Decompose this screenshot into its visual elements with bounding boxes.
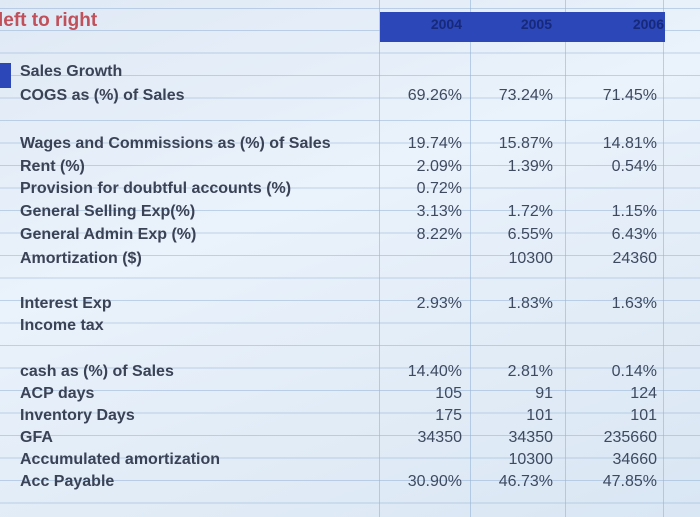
cell-2004[interactable]: 14.40% xyxy=(407,363,462,380)
row-label[interactable]: Acc Payable xyxy=(20,473,115,490)
cell-2004[interactable]: 0.72% xyxy=(416,180,462,197)
cell-2005[interactable]: 1.72% xyxy=(507,203,553,220)
row-label[interactable]: Wages and Commissions as (%) of Sales xyxy=(20,135,331,152)
cell-2004[interactable]: 2.93% xyxy=(416,295,462,312)
cell-2005[interactable]: 15.87% xyxy=(498,135,553,152)
cell-2004[interactable]: 8.22% xyxy=(416,226,462,243)
cell-2004[interactable]: 175 xyxy=(435,407,462,424)
cell-2005[interactable]: 2.81% xyxy=(507,363,553,380)
cell-2006[interactable]: 34660 xyxy=(612,451,658,468)
row-label[interactable]: General Admin Exp (%) xyxy=(20,226,197,243)
row-label[interactable]: Income tax xyxy=(20,317,104,334)
cell-2005[interactable]: 91 xyxy=(535,385,553,402)
row-label[interactable]: Inventory Days xyxy=(20,407,135,424)
row-label[interactable]: Amortization ($) xyxy=(20,250,142,267)
row-label[interactable]: cash as (%) of Sales xyxy=(20,363,174,380)
cell-2005[interactable]: 34350 xyxy=(508,429,554,446)
cell-2005[interactable]: 10300 xyxy=(508,250,554,267)
row-label[interactable]: Sales Growth xyxy=(20,63,123,80)
cell-2006[interactable]: 14.81% xyxy=(602,135,657,152)
cell-2006[interactable]: 0.54% xyxy=(611,158,657,175)
cell-2005[interactable]: 73.24% xyxy=(498,87,553,104)
cell-2004[interactable]: 105 xyxy=(435,385,462,402)
row-label[interactable]: General Selling Exp(%) xyxy=(20,203,196,220)
cell-2004[interactable]: 3.13% xyxy=(416,203,462,220)
cell-2004[interactable]: 34350 xyxy=(417,429,463,446)
sheet-title: left to right xyxy=(0,10,98,31)
row-label[interactable]: Interest Exp xyxy=(20,295,112,312)
year-header-2006[interactable]: 2006 xyxy=(632,16,664,32)
row-label[interactable]: COGS as (%) of Sales xyxy=(20,87,185,104)
cell-2006[interactable]: 24360 xyxy=(612,250,658,267)
row-label[interactable]: ACP days xyxy=(20,385,95,402)
cell-2005[interactable]: 10300 xyxy=(508,451,554,468)
row-label[interactable]: Provision for doubtful accounts (%) xyxy=(20,180,292,197)
cell-2006[interactable]: 101 xyxy=(630,407,657,424)
cell-2004[interactable]: 2.09% xyxy=(416,158,462,175)
cell-2006[interactable]: 124 xyxy=(630,385,657,402)
cell-2005[interactable]: 1.83% xyxy=(507,295,553,312)
cell-2005[interactable]: 101 xyxy=(526,407,553,424)
row-label[interactable]: Rent (%) xyxy=(20,158,85,175)
year-header-2004[interactable]: 2004 xyxy=(430,16,462,32)
cell-2004[interactable]: 69.26% xyxy=(407,87,462,104)
selected-row-marker xyxy=(0,63,11,88)
year-header-band xyxy=(380,12,665,42)
cell-2006[interactable]: 235660 xyxy=(603,429,657,446)
cell-2004[interactable]: 19.74% xyxy=(407,135,462,152)
cell-2004[interactable]: 30.90% xyxy=(407,473,462,490)
cell-2005[interactable]: 1.39% xyxy=(507,158,553,175)
cell-2006[interactable]: 0.14% xyxy=(611,363,657,380)
cell-2005[interactable]: 46.73% xyxy=(498,473,553,490)
cell-2006[interactable]: 1.15% xyxy=(611,203,657,220)
cell-2006[interactable]: 47.85% xyxy=(602,473,657,490)
row-label[interactable]: GFA xyxy=(20,429,53,446)
cell-2005[interactable]: 6.55% xyxy=(507,226,553,243)
year-header-2005[interactable]: 2005 xyxy=(520,16,552,32)
cell-2006[interactable]: 6.43% xyxy=(611,226,657,243)
cell-2006[interactable]: 71.45% xyxy=(602,87,657,104)
cell-2006[interactable]: 1.63% xyxy=(611,295,657,312)
row-label[interactable]: Accumulated amortization xyxy=(20,451,221,468)
